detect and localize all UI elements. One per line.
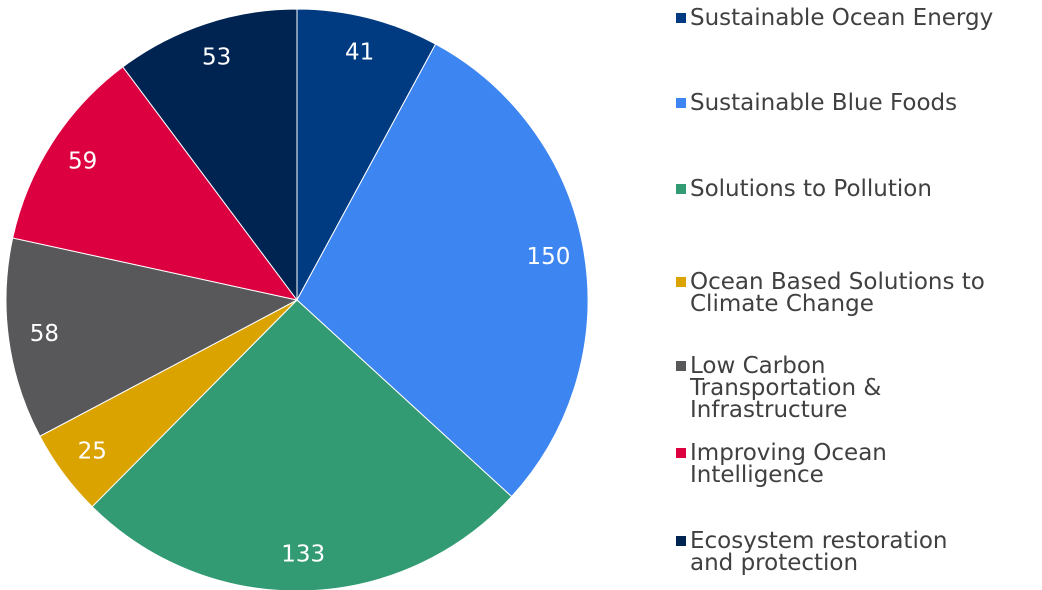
legend-swatch [676,98,686,108]
legend-item: Ecosystem restoration and protection [676,528,976,576]
pie-slice [122,8,298,302]
legend-swatch [676,277,686,287]
legend-label: Low Carbon Transportation & Infrastructu… [690,353,882,423]
legend-item: Sustainable Ocean Energy [676,5,1021,31]
data-label: 53 [202,45,231,71]
legend-swatch [676,448,686,458]
pie-chart: 41 150 133 25 58 59 53 [5,8,589,590]
data-label: 25 [78,439,107,465]
legend-label: Sustainable Blue Foods [690,90,958,116]
data-label: 133 [281,541,325,567]
legend-label: Ecosystem restoration and protection [690,528,948,576]
legend-label: Ocean Based Solutions to Climate Change [690,269,985,317]
pie-slice [12,66,299,301]
pie-slice [296,8,437,301]
legend-swatch [676,184,686,194]
pie-slice [91,299,513,590]
data-label: 59 [68,148,97,174]
data-label: 150 [527,244,571,270]
legend-swatch [676,361,686,371]
legend-item: Low Carbon Transportation & Infrastructu… [676,353,906,423]
legend-item: Sustainable Blue Foods [676,90,1021,116]
data-label: 41 [345,39,374,65]
pie-slice [296,43,589,498]
legend-item: Improving Ocean Intelligence [676,440,906,488]
legend-item: Ocean Based Solutions to Climate Change [676,269,1021,317]
legend-swatch [676,13,686,23]
data-label: 58 [30,321,59,347]
pie-slice [5,237,299,437]
legend-swatch [676,536,686,546]
legend-label: Solutions to Pollution [690,176,932,202]
legend-label: Sustainable Ocean Energy [690,5,994,31]
legend-label: Improving Ocean Intelligence [690,440,887,488]
legend-item: Solutions to Pollution [676,176,1021,202]
